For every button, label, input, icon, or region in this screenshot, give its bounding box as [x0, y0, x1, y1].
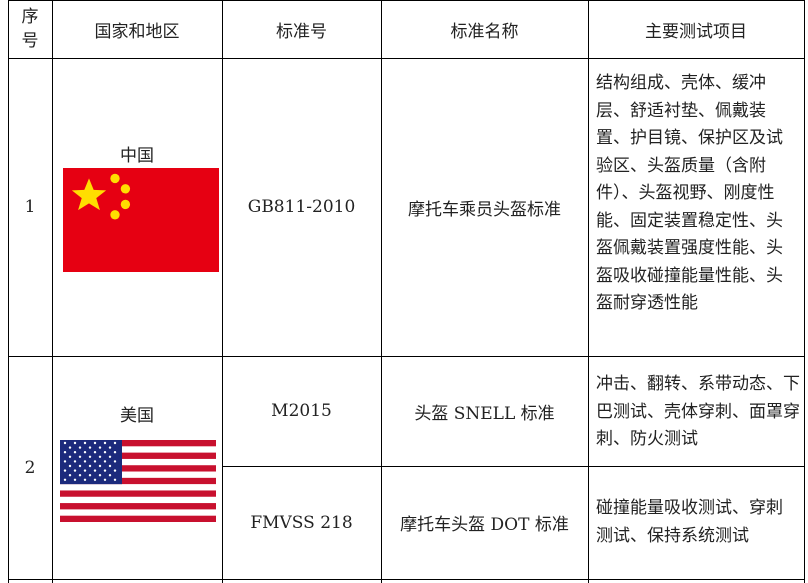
divider [381, 0, 382, 583]
header-tests: 主要测试项目 [645, 21, 747, 42]
header-standard-number: 标准号 [276, 21, 327, 42]
standard-name: 摩托车头盔 DOT 标准 [400, 515, 569, 535]
divider [222, 0, 223, 583]
divider [8, 356, 805, 357]
usa-flag [60, 440, 216, 522]
divider [8, 58, 805, 59]
test-items: 结构组成、壳体、缓冲层、舒适衬垫、佩戴装置、护目镜、保护区及试验区、头盔质量（含… [596, 73, 783, 313]
divider [8, 0, 805, 1]
row-index: 1 [24, 197, 36, 217]
divider [804, 0, 805, 583]
standard-number: FMVSS 218 [250, 512, 353, 533]
divider [8, 579, 805, 580]
standard-number: GB811-2010 [247, 197, 356, 217]
divider [222, 466, 805, 467]
standard-name: 摩托车乘员头盔标准 [408, 199, 561, 220]
china-flag [63, 168, 219, 272]
divider [8, 0, 9, 583]
header-standard-name: 标准名称 [450, 21, 519, 42]
header-index: 序号 [21, 7, 39, 51]
standard-name: 头盔 SNELL 标准 [414, 403, 555, 424]
country-name: 中国 [120, 145, 154, 166]
country-name: 美国 [120, 405, 154, 426]
divider [588, 0, 589, 583]
standard-number: M2015 [271, 401, 332, 421]
test-items: 冲击、翻转、系带动态、下巴测试、壳体穿刺、面罩穿刺、防火测试 [596, 374, 800, 449]
header-country: 国家和地区 [94, 21, 180, 42]
divider [52, 0, 53, 583]
row-index: 2 [24, 457, 36, 478]
test-items: 碰撞能量吸收测试、穿刺测试、保持系统测试 [596, 498, 783, 546]
